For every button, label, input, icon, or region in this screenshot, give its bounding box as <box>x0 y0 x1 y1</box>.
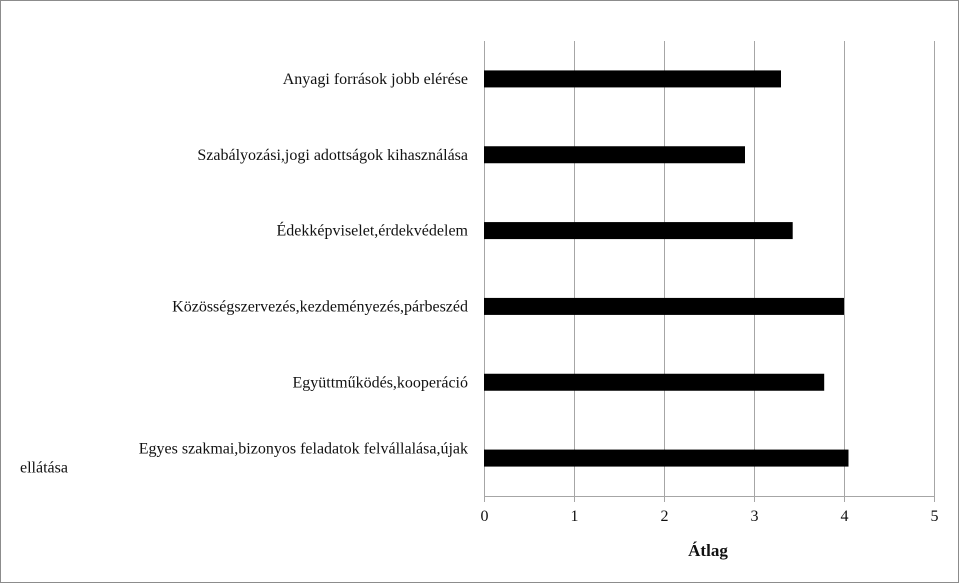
bar <box>484 297 844 315</box>
tick-layer: 0 1 2 3 4 5 <box>481 496 939 525</box>
x-tick-label: 4 <box>841 508 849 525</box>
category-label: Egyes szakmai,bizonyos feladatok felváll… <box>20 441 468 477</box>
category-label-line: ellátása <box>20 460 68 477</box>
category-label: Közösségszervezés,kezdeményezés,párbeszé… <box>172 298 468 315</box>
x-tick-label: 5 <box>931 508 939 525</box>
category-label-line: Együttműködés,kooperáció <box>292 374 468 391</box>
bar <box>484 222 793 240</box>
bar <box>484 373 825 391</box>
category-label-line: Anyagi források jobb elérése <box>283 71 468 88</box>
label-layer: Anyagi források jobb elérése Szabályozási… <box>20 71 469 477</box>
category-label: Édekképviselet,érdekvédelem <box>277 221 469 240</box>
category-label-line: Közösségszervezés,kezdeményezés,párbeszé… <box>172 298 468 315</box>
x-axis-title: Átlag <box>688 541 728 560</box>
bar <box>484 449 849 467</box>
category-label: Szabályozási,jogi adottságok kihasználás… <box>197 147 468 164</box>
category-label: Együttműködés,kooperáció <box>292 374 468 391</box>
x-tick-label: 0 <box>481 508 489 525</box>
bar-layer <box>484 70 849 467</box>
grid-layer <box>484 41 935 497</box>
category-label: Anyagi források jobb elérése <box>283 71 468 88</box>
category-label-line: Édekképviselet,érdekvédelem <box>277 221 469 240</box>
category-label-line: Szabályozási,jogi adottságok kihasználás… <box>197 147 468 164</box>
bar <box>484 146 745 164</box>
x-tick-label: 3 <box>751 508 759 525</box>
x-tick-label: 2 <box>661 508 669 525</box>
x-tick-label: 1 <box>571 508 579 525</box>
category-label-line: Egyes szakmai,bizonyos feladatok felváll… <box>139 441 468 458</box>
bar <box>484 70 781 88</box>
